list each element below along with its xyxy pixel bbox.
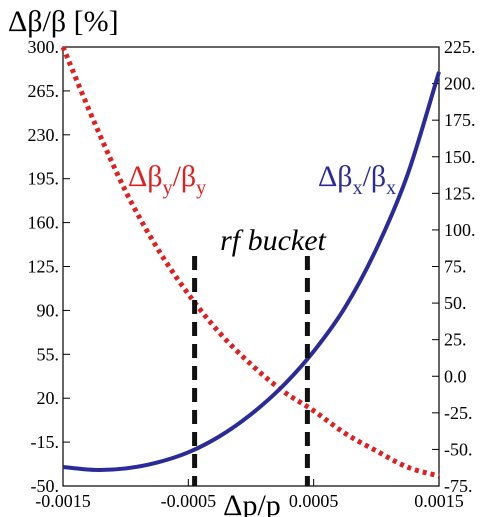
right-y-tick-label: 225. [444,37,476,57]
left-y-tick-label: 90. [37,300,60,320]
rf-bucket-annotation: rf bucket [220,224,326,257]
left-y-tick-label: -50. [31,476,60,496]
right-y-tick-label: -75. [444,476,473,496]
series-line-beta-x [62,71,441,472]
series-label-beta-x-sub2: x [386,177,396,199]
left-y-tick-label: -15. [31,432,60,452]
series-label-beta-y-sub1: y [163,177,173,199]
x-tick-label: 0.0005 [289,491,339,511]
x-axis: -0.0015 -0.0005 0.0005 0.0015 [35,479,464,511]
plot-area-frame [62,46,440,487]
right-y-tick-label: 75. [444,257,467,277]
left-y-tick-label: 300. [28,37,60,57]
left-y-tick-label: 55. [37,344,60,364]
right-y-tick-label: 25. [444,330,467,350]
series-label-beta-y: Δβy/βy [128,160,206,199]
y-axis-label: Δβ/β [%] [8,5,119,38]
x-tick-label: -0.0005 [161,491,217,511]
series-label-beta-y-mid: /β [173,160,197,193]
right-y-axis: -75. -50. -25. 0.0 25. 50. 75. 100. 125. 150. 175.… [432,37,476,496]
left-y-tick-label: 125. [28,257,60,277]
left-y-tick-label: 160. [28,213,60,233]
right-y-tick-label: 0.0 [444,366,467,386]
left-y-axis: -50. -15. 20. 55. 90. 125. 160. 195. 230. 265. 300… [28,37,70,496]
chart-frame-group [62,46,440,487]
x-axis-label: Δp/p [223,489,281,517]
series-label-beta-x-sub1: x [353,177,363,199]
series-label-beta-x-mid: /β [363,160,387,193]
right-y-tick-label: 125. [444,183,476,203]
right-y-tick-label: 50. [444,293,467,313]
series-label-beta-y-sub2: y [196,177,206,199]
right-y-tick-label: 200. [444,74,476,94]
series-label-beta-x-main: Δβ [318,160,353,193]
right-y-tick-label: 175. [444,110,476,130]
right-y-tick-label: -25. [444,403,473,423]
left-y-tick-label: 195. [28,169,60,189]
left-y-tick-label: 230. [28,125,60,145]
series-layer [60,46,441,479]
series-label-beta-y-main: Δβ [128,160,163,193]
right-y-tick-label: 100. [444,220,476,240]
right-y-tick-label: -50. [444,439,473,459]
x-tick-label: 0.0015 [414,491,464,511]
x-tick-label: -0.0015 [35,491,91,511]
series-label-beta-x: Δβx/βx [318,160,396,199]
left-y-tick-label: 20. [37,388,60,408]
left-y-tick-label: 265. [28,81,60,101]
rf-bucket-lines [192,256,310,486]
series-line-beta-y [60,46,440,479]
right-y-tick-label: 150. [444,147,476,167]
